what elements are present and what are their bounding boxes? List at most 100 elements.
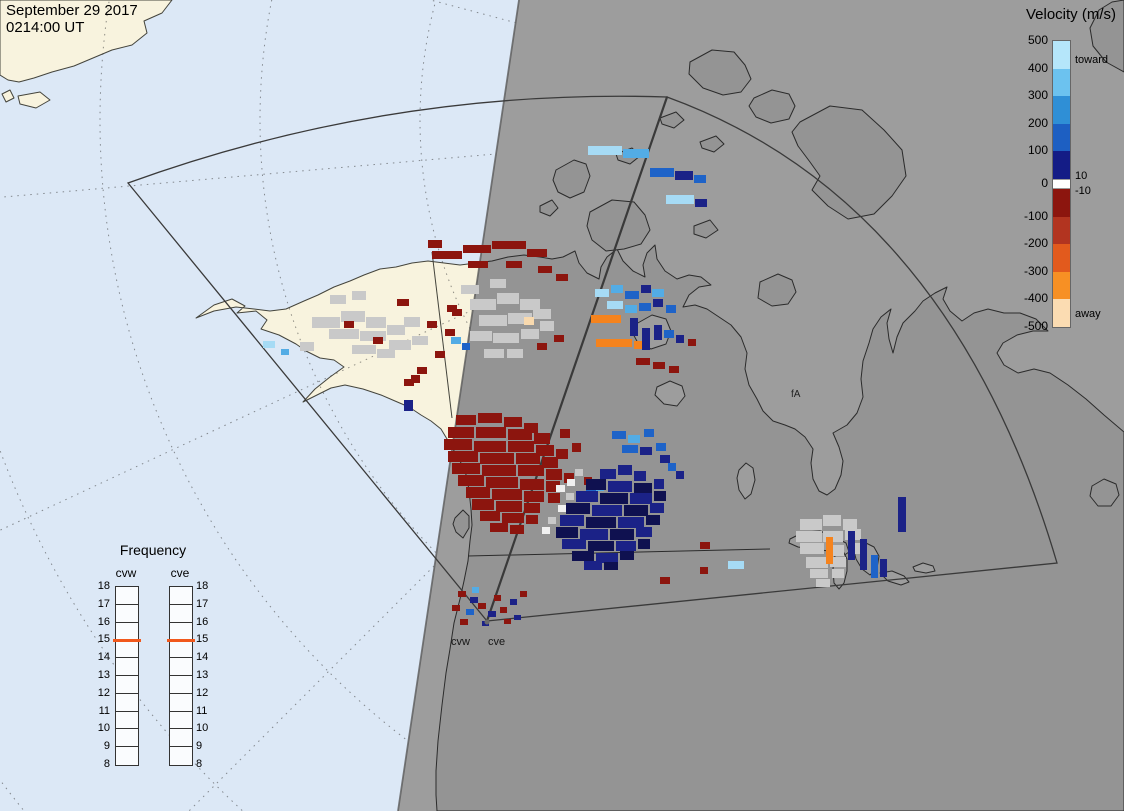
radar-echo-cell <box>508 441 534 452</box>
frequency-tick-label: 15 <box>97 633 110 646</box>
radar-echo-cell <box>494 595 501 601</box>
radar-echo-cell <box>830 557 846 567</box>
frequency-tick-label: 12 <box>97 686 110 699</box>
radar-echo-cell <box>447 305 457 312</box>
radar-echo-cell <box>448 451 478 462</box>
radar-echo-cell <box>263 341 275 348</box>
radar-echo-cell <box>576 491 598 502</box>
radar-echo-cell <box>389 340 411 350</box>
radar-echo-cell <box>518 465 544 476</box>
radar-echo-cell <box>504 417 522 427</box>
frequency-tick-label: 10 <box>97 722 110 735</box>
radar-echo-cell <box>427 321 437 328</box>
radar-echo-cell <box>466 609 474 615</box>
radar-echo-cell <box>497 293 519 304</box>
radar-echo-cell <box>595 289 609 297</box>
frequency-title: Frequency <box>119 542 187 558</box>
radar-echo-cell <box>625 305 637 313</box>
colorbar-tick-label: -500 <box>1023 319 1048 333</box>
radar-echo-cell <box>596 553 618 563</box>
frequency-tick-label: 12 <box>196 686 209 699</box>
radar-echo-cell <box>800 519 822 530</box>
radar-echo-cell <box>507 349 523 358</box>
radar-echo-cell <box>329 329 359 339</box>
radar-echo-cell <box>366 317 386 328</box>
radar-echo-cell <box>728 561 744 569</box>
radar-echo-cell <box>584 561 602 570</box>
frequency-panel: Frequency cvw cve 18 17 16 15 14 13 12 11 10 9 8 1… <box>80 540 230 785</box>
frequency-cell <box>170 729 192 748</box>
radar-echo-cell <box>490 279 506 288</box>
radar-echo-cell <box>417 367 427 374</box>
radar-echo-cell <box>654 479 664 489</box>
colorbar-tick-label: -400 <box>1023 291 1048 306</box>
velocity-colorbar-ticks: 500 400 300 200 100 0 -100 -200 -300 -400 -500 <box>1002 34 1048 332</box>
radar-echo-cell <box>537 343 547 350</box>
radar-echo-cell <box>448 427 474 438</box>
colorbar-tick-label: 200 <box>1027 115 1048 130</box>
radar-echo-cell <box>542 457 558 468</box>
frequency-cell <box>170 694 192 712</box>
radar-echo-cell <box>470 597 478 603</box>
radar-echo-cell <box>694 175 706 183</box>
radar-echo-cell <box>521 329 539 339</box>
radar-echo-cell <box>625 291 639 299</box>
frequency-cell <box>170 747 192 765</box>
radar-echo-cell <box>488 611 496 617</box>
radar-echo-cell <box>586 517 616 528</box>
radar-echo-cell <box>616 541 636 551</box>
radar-echo-cell <box>556 449 568 459</box>
radar-echo-cell <box>462 343 470 350</box>
frequency-current-marker <box>167 638 195 642</box>
radar-echo-cell <box>312 317 340 328</box>
radar-echo-cell <box>548 493 560 503</box>
radar-echo-cell <box>476 427 506 438</box>
radar-echo-cell <box>468 261 488 268</box>
radar-echo-cell <box>496 501 522 512</box>
frequency-cell <box>116 623 138 641</box>
radar-echo-cell <box>638 539 650 549</box>
frequency-tick-label: 18 <box>97 580 110 592</box>
radar-echo-cell <box>490 523 508 532</box>
colorbar-segment <box>1053 178 1070 189</box>
radar-echo-cell <box>542 527 550 534</box>
radar-echo-cell <box>404 317 420 327</box>
colorbar-segment <box>1053 271 1070 300</box>
radar-echo-cell <box>612 431 626 439</box>
radar-echo-cell <box>556 527 578 538</box>
radar-echo-cell <box>452 309 462 316</box>
radar-echo-cell <box>556 274 568 281</box>
radar-echo-cell <box>352 345 376 354</box>
radar-echo-cell <box>534 433 550 444</box>
frequency-cell <box>116 605 138 623</box>
radar-echo-cell <box>700 567 708 574</box>
frequency-column-cvw: cvw <box>115 566 137 580</box>
colorbar-segment <box>1053 68 1070 97</box>
frequency-tick-label: 18 <box>196 580 209 592</box>
radar-echo-cell <box>508 313 532 324</box>
radar-echo-cell <box>695 199 707 207</box>
radar-echo-cell <box>458 591 466 597</box>
fov-cvw <box>126 95 668 622</box>
radar-echo-cell <box>527 249 547 257</box>
radar-echo-cell <box>526 515 538 524</box>
zero-negative-label: -10 <box>1075 185 1091 197</box>
colorbar-segment <box>1053 299 1070 327</box>
radar-echo-cell <box>445 329 455 336</box>
radar-echo-cell <box>596 339 632 347</box>
radar-echo-cell <box>508 429 532 440</box>
map-small-label: fA <box>791 389 801 400</box>
velocity-colorbar-annotations: toward 10 -10 away <box>1075 40 1123 326</box>
colorbar-tick-label: -100 <box>1023 208 1048 223</box>
radar-echo-cell <box>510 599 517 605</box>
radar-echo-cell <box>618 465 632 475</box>
radar-echo-cell <box>618 517 644 528</box>
frequency-tick-label: 8 <box>103 758 110 770</box>
radar-echo-cell <box>533 309 551 319</box>
date-label: September 29 2017 <box>6 2 138 19</box>
frequency-cell <box>170 640 192 659</box>
colorbar-segment <box>1053 151 1070 179</box>
radar-echo-cell <box>653 362 665 369</box>
velocity-colorbar <box>1052 40 1071 328</box>
